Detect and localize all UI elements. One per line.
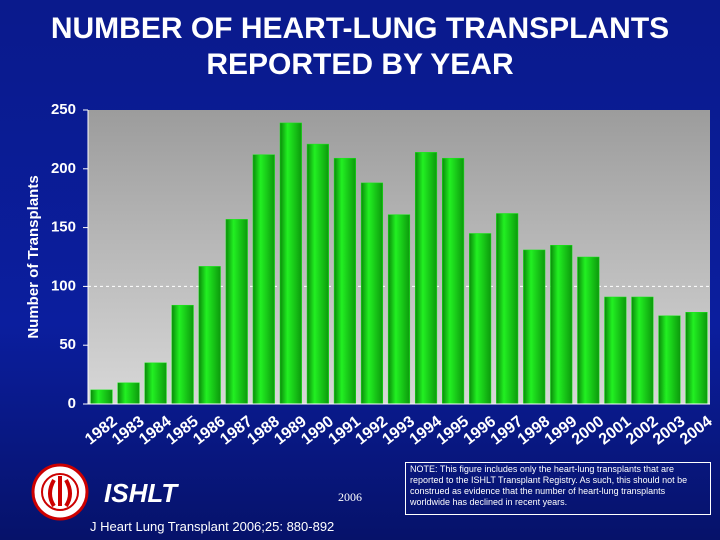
bar bbox=[523, 249, 546, 405]
bar bbox=[604, 296, 627, 405]
bar bbox=[117, 382, 140, 405]
bar bbox=[577, 256, 600, 405]
y-axis-label: Number of Transplants bbox=[25, 175, 42, 338]
y-tick-label: 200 bbox=[51, 160, 76, 177]
bar bbox=[414, 152, 438, 405]
bar bbox=[685, 312, 708, 405]
bar bbox=[550, 244, 573, 405]
bar bbox=[90, 389, 113, 405]
bar bbox=[387, 214, 411, 405]
source: J Heart Lung Transplant 2006;25: 880-892 bbox=[90, 519, 335, 534]
bar bbox=[144, 362, 167, 405]
y-tick-label: 150 bbox=[51, 219, 76, 236]
bar bbox=[631, 296, 654, 405]
bar bbox=[360, 182, 384, 405]
bar bbox=[306, 143, 329, 405]
bar bbox=[225, 219, 248, 405]
bar bbox=[333, 157, 356, 405]
bar bbox=[469, 233, 492, 405]
y-tick-label: 0 bbox=[68, 395, 76, 412]
bar bbox=[442, 157, 465, 405]
year: 2006 bbox=[338, 490, 362, 504]
bar bbox=[171, 304, 194, 405]
chart-title: NUMBER OF HEART-LUNG TRANSPLANTS REPORTED… bbox=[51, 12, 669, 81]
bar bbox=[496, 213, 519, 405]
x-tick-label: 2004 bbox=[677, 413, 716, 448]
bar bbox=[198, 266, 221, 405]
bar bbox=[252, 154, 275, 405]
bar bbox=[279, 122, 302, 405]
note: NOTE: This figure includes only the hear… bbox=[405, 462, 711, 515]
y-tick-label: 50 bbox=[59, 336, 76, 353]
logo bbox=[31, 463, 89, 521]
bar bbox=[658, 315, 681, 405]
y-tick-label: 100 bbox=[51, 277, 76, 294]
organization: ISHLT bbox=[104, 478, 178, 508]
y-tick-label: 250 bbox=[51, 101, 76, 118]
